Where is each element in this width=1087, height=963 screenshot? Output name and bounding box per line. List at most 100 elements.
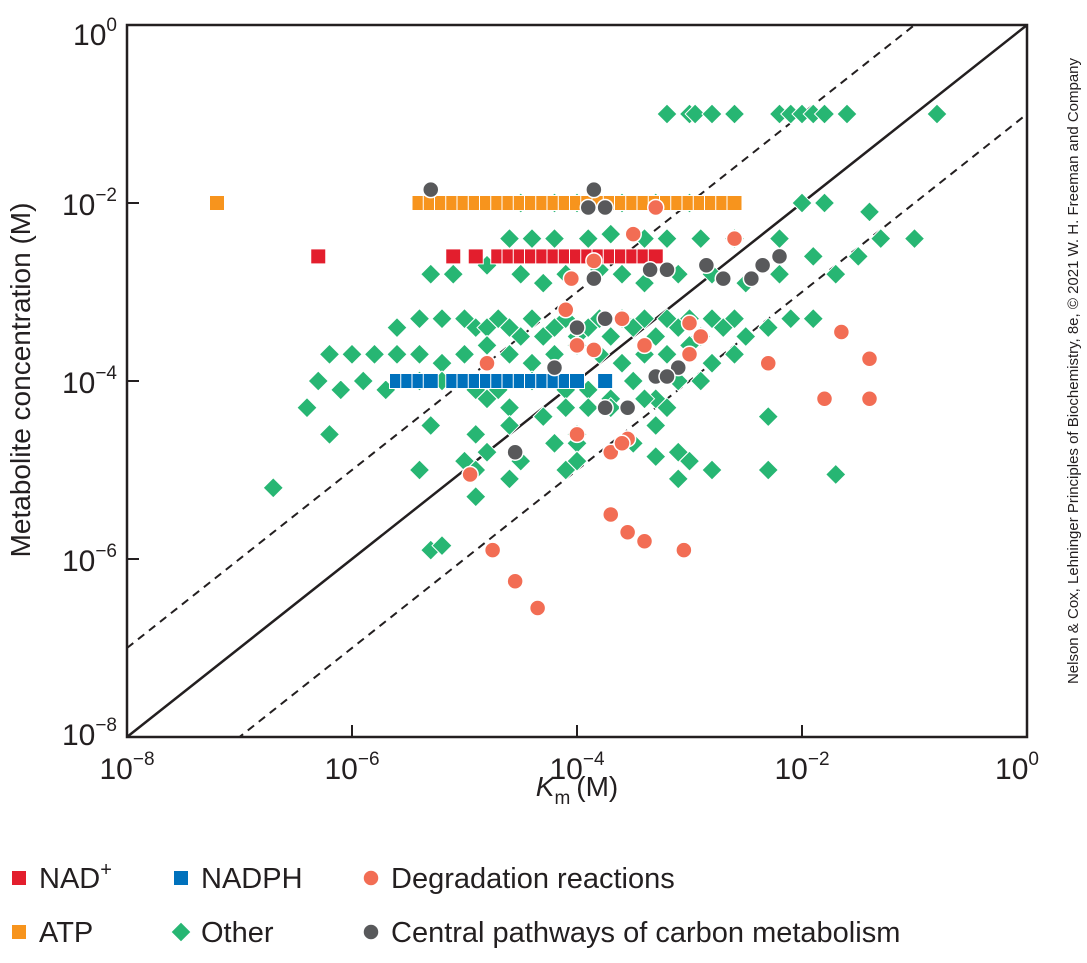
point-central-pathways-of-carbon-metabolism-8 bbox=[742, 269, 761, 288]
point-other-99 bbox=[723, 343, 746, 366]
point-other-33 bbox=[870, 227, 892, 250]
point-other-89 bbox=[498, 343, 521, 366]
x-axis-title-sub: m bbox=[554, 788, 570, 809]
x-tick-label: 10−8 bbox=[99, 749, 154, 786]
point-nadph-16 bbox=[597, 373, 614, 389]
point-other-86 bbox=[431, 352, 453, 374]
point-other-47 bbox=[802, 245, 824, 268]
point-other-32 bbox=[847, 245, 869, 268]
point-other-115 bbox=[690, 370, 712, 392]
point-central-pathways-of-carbon-metabolism-5 bbox=[658, 261, 676, 279]
point-atp-29 bbox=[726, 195, 743, 211]
point-degradation-reactions-18 bbox=[461, 465, 479, 484]
point-degradation-reactions-27 bbox=[860, 350, 879, 368]
point-other-126 bbox=[465, 423, 487, 446]
point-other-19 bbox=[813, 192, 836, 214]
point-degradation-reactions-22 bbox=[635, 532, 654, 550]
y-tick-label: 10−4 bbox=[62, 363, 117, 400]
point-other-78 bbox=[757, 316, 779, 339]
point-other-124 bbox=[656, 396, 678, 419]
legend: NAD+ ATP NADPH Other Degradation reactions Ce… bbox=[11, 859, 900, 949]
point-other-37 bbox=[510, 263, 532, 285]
point-degradation-reactions-14 bbox=[568, 336, 586, 355]
point-other-150 bbox=[465, 485, 487, 508]
point-other-85 bbox=[408, 343, 431, 366]
point-other-102 bbox=[352, 370, 374, 392]
x-axis-title: Km (M) bbox=[536, 771, 619, 809]
point-other-0 bbox=[656, 103, 678, 125]
legend-swatch-nadph bbox=[173, 870, 189, 886]
point-other-58 bbox=[521, 307, 543, 330]
legend-item-atp: ATP bbox=[11, 917, 93, 949]
legend-label-nad: NAD+ bbox=[39, 859, 112, 895]
point-other-21 bbox=[903, 227, 926, 250]
point-central-pathways-of-carbon-metabolism-9 bbox=[753, 256, 772, 275]
point-degradation-reactions-3 bbox=[585, 252, 603, 270]
point-other-76 bbox=[723, 307, 746, 330]
point-other-119 bbox=[532, 405, 554, 428]
point-other-29 bbox=[690, 227, 712, 250]
point-central-pathways-of-carbon-metabolism-12 bbox=[568, 318, 586, 337]
point-degradation-reactions-7 bbox=[562, 269, 581, 288]
point-other-132 bbox=[543, 432, 566, 455]
point-other-82 bbox=[341, 343, 363, 366]
point-central-pathways-of-carbon-metabolism-13 bbox=[596, 309, 614, 328]
legend-swatch-degradation-reactions bbox=[362, 869, 380, 887]
series-atp bbox=[209, 195, 743, 211]
point-central-pathways-of-carbon-metabolism-4 bbox=[641, 261, 659, 279]
point-central-pathways-of-carbon-metabolism-18 bbox=[596, 398, 614, 417]
point-degradation-reactions-1 bbox=[624, 225, 642, 243]
point-other-46 bbox=[768, 263, 791, 285]
series-central-pathways-of-carbon-metabolism bbox=[422, 180, 789, 461]
point-other-11 bbox=[926, 103, 948, 125]
point-other-4 bbox=[723, 103, 746, 125]
y-tick-label: 100 bbox=[73, 15, 117, 52]
legend-item-nadph: NADPH bbox=[173, 863, 303, 895]
point-central-pathways-of-carbon-metabolism-7 bbox=[714, 269, 732, 288]
point-central-pathways-of-carbon-metabolism-17 bbox=[658, 367, 676, 386]
point-degradation-reactions-4 bbox=[613, 309, 631, 328]
point-other-10 bbox=[836, 103, 858, 125]
point-other-25 bbox=[577, 227, 599, 250]
point-other-118 bbox=[498, 396, 521, 419]
legend-swatch-other bbox=[170, 921, 192, 943]
point-nad-2 bbox=[467, 248, 484, 265]
point-degradation-reactions-23 bbox=[675, 541, 693, 559]
point-other-130 bbox=[757, 405, 779, 428]
point-degradation-reactions-28 bbox=[815, 390, 834, 408]
point-central-pathways-of-carbon-metabolism-15 bbox=[669, 358, 687, 377]
point-central-pathways-of-carbon-metabolism-14 bbox=[545, 358, 564, 377]
point-other-20 bbox=[858, 201, 881, 223]
point-other-117 bbox=[476, 388, 498, 410]
series-nad bbox=[310, 248, 664, 265]
point-degradation-reactions-25 bbox=[483, 541, 502, 559]
point-other-38 bbox=[532, 272, 554, 294]
point-central-pathways-of-carbon-metabolism-0 bbox=[422, 180, 440, 199]
point-other-147 bbox=[667, 468, 689, 490]
point-other-79 bbox=[780, 307, 802, 330]
point-other-145 bbox=[498, 468, 521, 490]
point-degradation-reactions-19 bbox=[613, 434, 631, 453]
point-central-pathways-of-carbon-metabolism-19 bbox=[618, 398, 637, 417]
x-tick-label: 10−4 bbox=[549, 749, 604, 786]
point-other-137 bbox=[318, 423, 341, 446]
point-degradation-reactions-11 bbox=[680, 345, 699, 364]
point-other-84 bbox=[386, 343, 408, 366]
point-other-100 bbox=[307, 370, 329, 392]
point-other-18 bbox=[791, 192, 813, 214]
x-axis: 10−8 10−6 10−4 10−2 100 bbox=[99, 725, 1039, 786]
legend-swatch-nad bbox=[11, 870, 27, 886]
point-other-141 bbox=[678, 450, 701, 472]
series-nadph bbox=[389, 373, 614, 389]
point-other-81 bbox=[318, 343, 341, 366]
point-degradation-reactions-12 bbox=[478, 354, 496, 372]
x-tick-label: 10−6 bbox=[324, 749, 379, 786]
point-other-35 bbox=[442, 263, 464, 285]
point-other-90 bbox=[521, 352, 543, 374]
point-other-125 bbox=[420, 414, 442, 437]
legend-item-central-pathways-of-carbon-metabolism: Central pathways of carbon metabolism bbox=[362, 917, 900, 949]
point-other-28 bbox=[656, 227, 678, 250]
point-other-31 bbox=[768, 227, 791, 250]
y-axis-title: Metabolite concentration (M) bbox=[5, 203, 36, 558]
